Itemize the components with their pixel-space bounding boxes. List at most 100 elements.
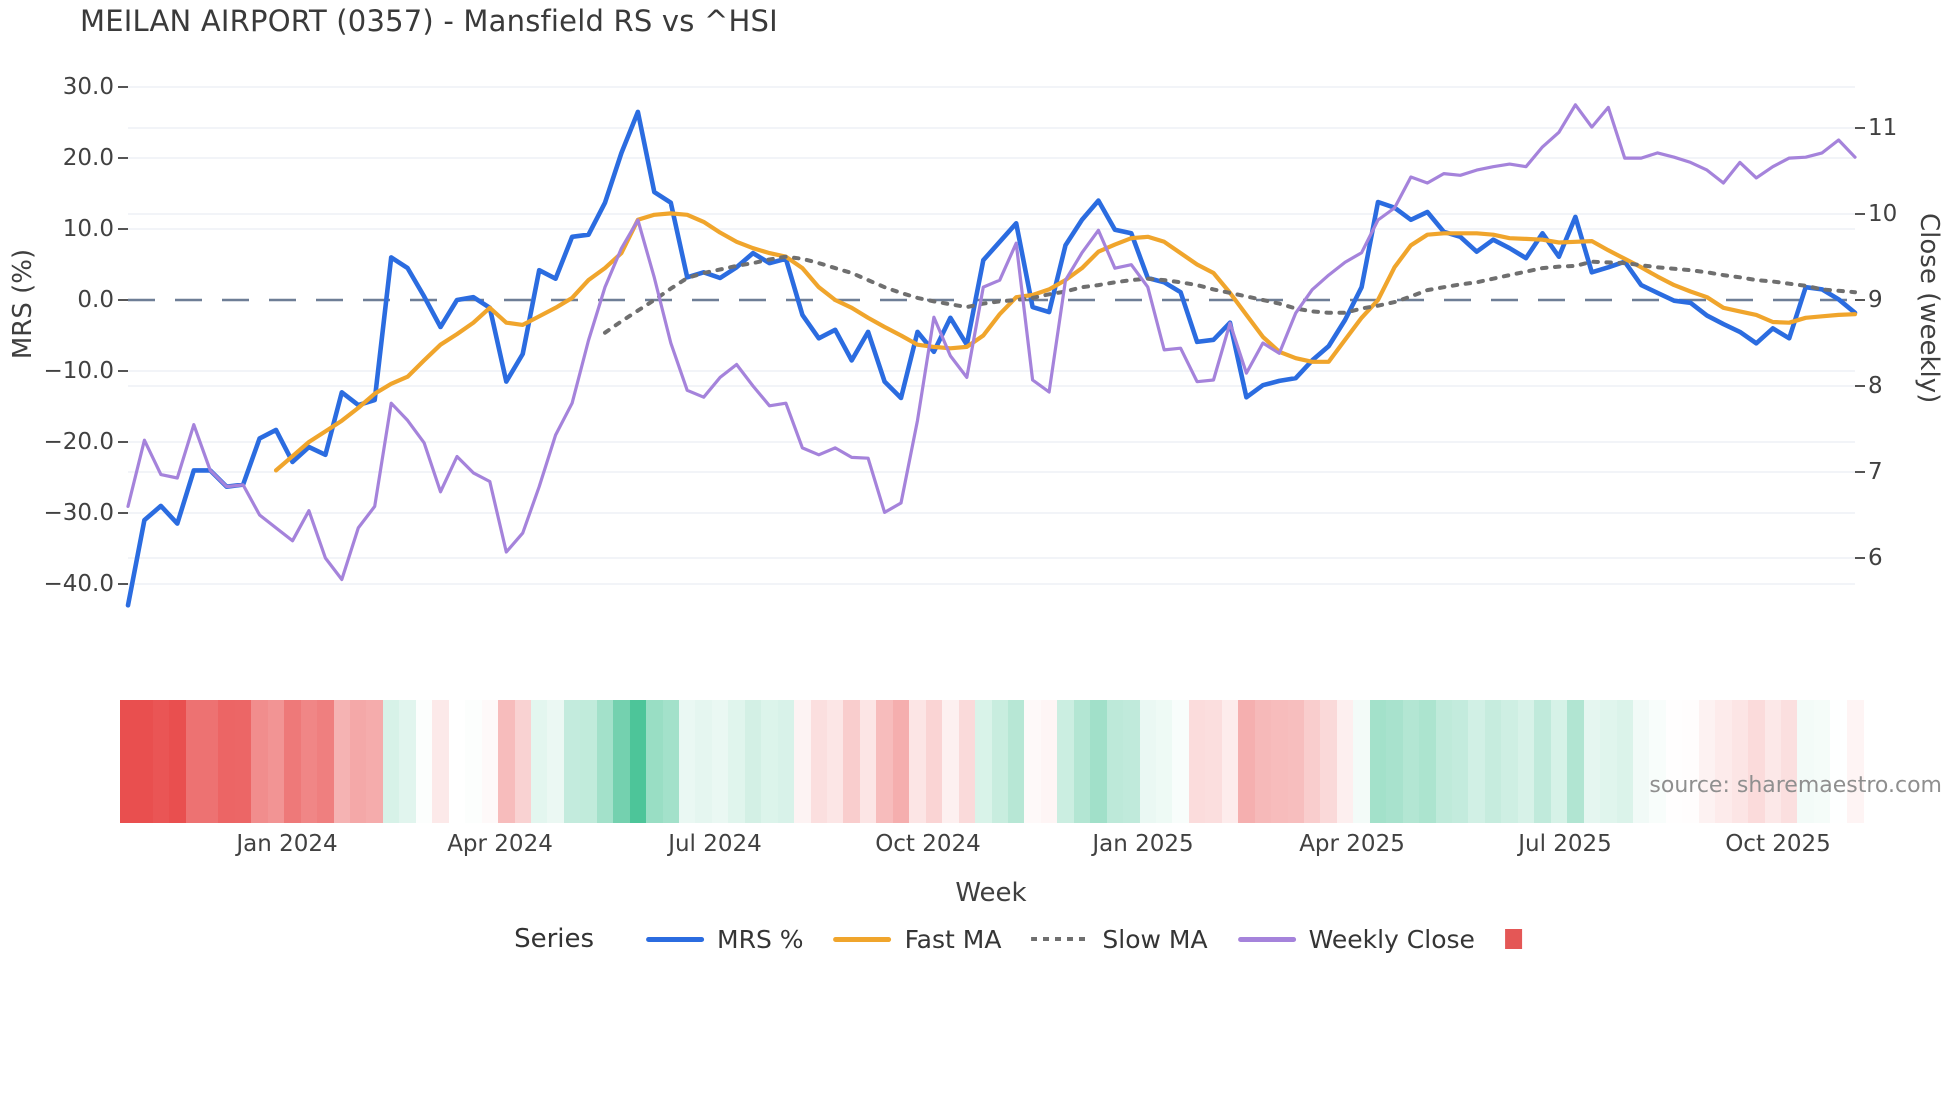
- heatmap-cell: [1698, 700, 1716, 823]
- heatmap-cell: [251, 700, 269, 823]
- heatmap-cell: [777, 700, 795, 823]
- legend-label: MRS %: [717, 924, 804, 954]
- heatmap-cell: [843, 700, 861, 823]
- heatmap-cell: [415, 700, 433, 823]
- heatmap-cell: [1715, 700, 1733, 823]
- heatmap-cell: [1353, 700, 1371, 823]
- heatmap-cell: [1452, 700, 1470, 823]
- heatmap-cell: [1073, 700, 1091, 823]
- heatmap-cell: [432, 700, 450, 823]
- series-line-weekly-close: [126, 103, 1857, 582]
- heatmap-cell: [1106, 700, 1124, 823]
- series-line-slow-ma: [603, 254, 1857, 335]
- heatmap-cell: [711, 700, 729, 823]
- heatmap-cell: [1287, 700, 1305, 823]
- heatmap-cell: [366, 700, 384, 823]
- heatmap-cell: [1123, 700, 1141, 823]
- heatmap-cell: [1567, 700, 1585, 823]
- x-tick-label: Oct 2025: [1725, 831, 1831, 857]
- heatmap-cell: [152, 700, 170, 823]
- y-left-tick-label: 20.0: [62, 145, 114, 171]
- heatmap-cell: [1797, 700, 1815, 823]
- legend-label: Fast MA: [904, 924, 1002, 954]
- heatmap-cell: [1632, 700, 1650, 823]
- heatmap-cell: [333, 700, 351, 823]
- heatmap-cell: [1336, 700, 1354, 823]
- heatmap-cell: [218, 700, 236, 823]
- legend-item-mrs-: MRS %: [646, 925, 804, 954]
- y-right-tick-label: 7: [1868, 459, 1883, 485]
- heatmap-cell: [1846, 700, 1864, 823]
- source-note: source: sharemaestro.com: [1649, 773, 1942, 798]
- heatmap-cell: [1386, 700, 1404, 823]
- series-line-mrs-: [125, 109, 1858, 608]
- heatmap-cell: [679, 700, 697, 823]
- heatmap-cell: [596, 700, 614, 823]
- y-left-tick-label: 10.0: [62, 216, 114, 242]
- heatmap-cell: [1665, 700, 1683, 823]
- heatmap-cell: [1188, 700, 1206, 823]
- heatmap-cell: [975, 700, 993, 823]
- heatmap-cell: [1550, 700, 1568, 823]
- y-axis-title-left: MRS (%): [8, 248, 38, 360]
- heatmap-cell: [202, 700, 220, 823]
- heatmap-cell: [892, 700, 910, 823]
- heatmap-cell: [1419, 700, 1437, 823]
- heatmap-cell: [234, 700, 252, 823]
- legend-label: Weekly Close: [1308, 924, 1475, 954]
- heatmap-cell: [350, 700, 368, 823]
- heatmap-cell: [514, 700, 532, 823]
- heatmap-cell: [317, 700, 335, 823]
- chart-title: MEILAN AIRPORT (0357) - Mansfield RS vs …: [80, 4, 778, 38]
- y-right-tick-label: 9: [1868, 287, 1883, 313]
- heatmap-cell: [481, 700, 499, 823]
- heatmap-cell: [1057, 700, 1075, 823]
- heatmap-cell: [300, 700, 318, 823]
- heatmap-cell: [1369, 700, 1387, 823]
- heatmap-cell: [1304, 700, 1322, 823]
- heatmap-cell: [284, 700, 302, 823]
- legend-swatch: [1031, 937, 1090, 941]
- heatmap-cell: [1616, 700, 1634, 823]
- heatmap-cell: [1238, 700, 1256, 823]
- heatmap-cell: [1139, 700, 1157, 823]
- y-left-tick-label: −20.0: [43, 429, 114, 455]
- heatmap-cell: [1780, 700, 1799, 823]
- heatmap-cell: [958, 700, 976, 823]
- legend-label: Slow MA: [1102, 924, 1208, 954]
- y-right-tick-label: 8: [1868, 373, 1883, 399]
- heatmap-legend-swatch: [1504, 929, 1522, 949]
- legend-swatch: [1237, 936, 1296, 942]
- heatmap-cell: [1534, 700, 1552, 823]
- x-tick-label: Jan 2025: [1092, 831, 1194, 857]
- heatmap-cell: [925, 700, 943, 823]
- y-left-tick-label: 30.0: [62, 74, 114, 100]
- y-right-tick-label: 6: [1868, 545, 1883, 571]
- heatmap-cell: [1731, 700, 1749, 823]
- heatmap-cell: [399, 700, 417, 823]
- heatmap-cell: [1468, 700, 1486, 823]
- heatmap-cell: [942, 700, 960, 823]
- heatmap-cell: [530, 700, 549, 823]
- legend-item-weekly-close: Weekly Close: [1237, 924, 1475, 954]
- y-left-tick-label: −30.0: [43, 500, 114, 526]
- heatmap-cell: [1517, 700, 1535, 823]
- x-tick-label: Jul 2025: [1518, 831, 1612, 857]
- heatmap-cell: [1205, 700, 1223, 823]
- heatmap-cell: [1221, 700, 1239, 823]
- heatmap-cell: [1024, 700, 1042, 823]
- heatmap-cell: [794, 700, 812, 823]
- heatmap-cell: [1682, 700, 1700, 823]
- y-left-tick-label: −40.0: [43, 571, 114, 597]
- heatmap-cell: [1155, 700, 1174, 823]
- y-right-tick-label: 11: [1868, 115, 1898, 141]
- y-left-tick-label: 0.0: [77, 287, 114, 313]
- x-axis-title: Week: [955, 878, 1027, 908]
- heatmap-cell: [1402, 700, 1420, 823]
- heatmap-cell: [119, 700, 137, 823]
- heatmap-cell: [465, 700, 483, 823]
- heatmap-cell: [1830, 700, 1848, 823]
- heatmap-cell: [629, 700, 647, 823]
- heatmap-cell: [580, 700, 598, 823]
